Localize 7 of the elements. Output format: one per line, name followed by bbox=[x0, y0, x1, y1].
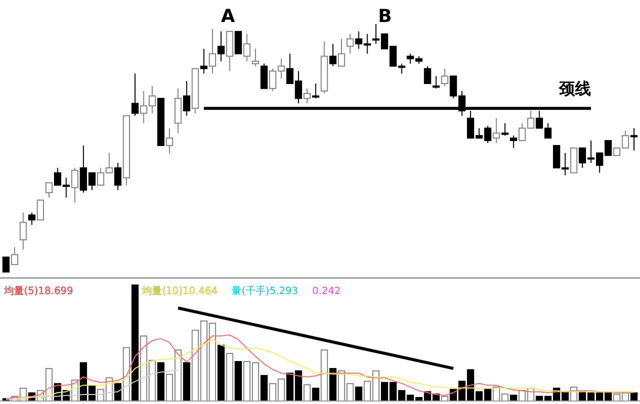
annotation: A bbox=[221, 6, 236, 27]
text: 均量(5)18.699 bbox=[3, 285, 74, 297]
annotation: 0.242 bbox=[312, 286, 341, 297]
annotation: B bbox=[378, 6, 392, 27]
annotation: 颈线 bbox=[558, 79, 591, 98]
annotation: 量(千手)5.293 bbox=[232, 285, 298, 297]
text: 均量(10)10.464 bbox=[141, 285, 218, 297]
